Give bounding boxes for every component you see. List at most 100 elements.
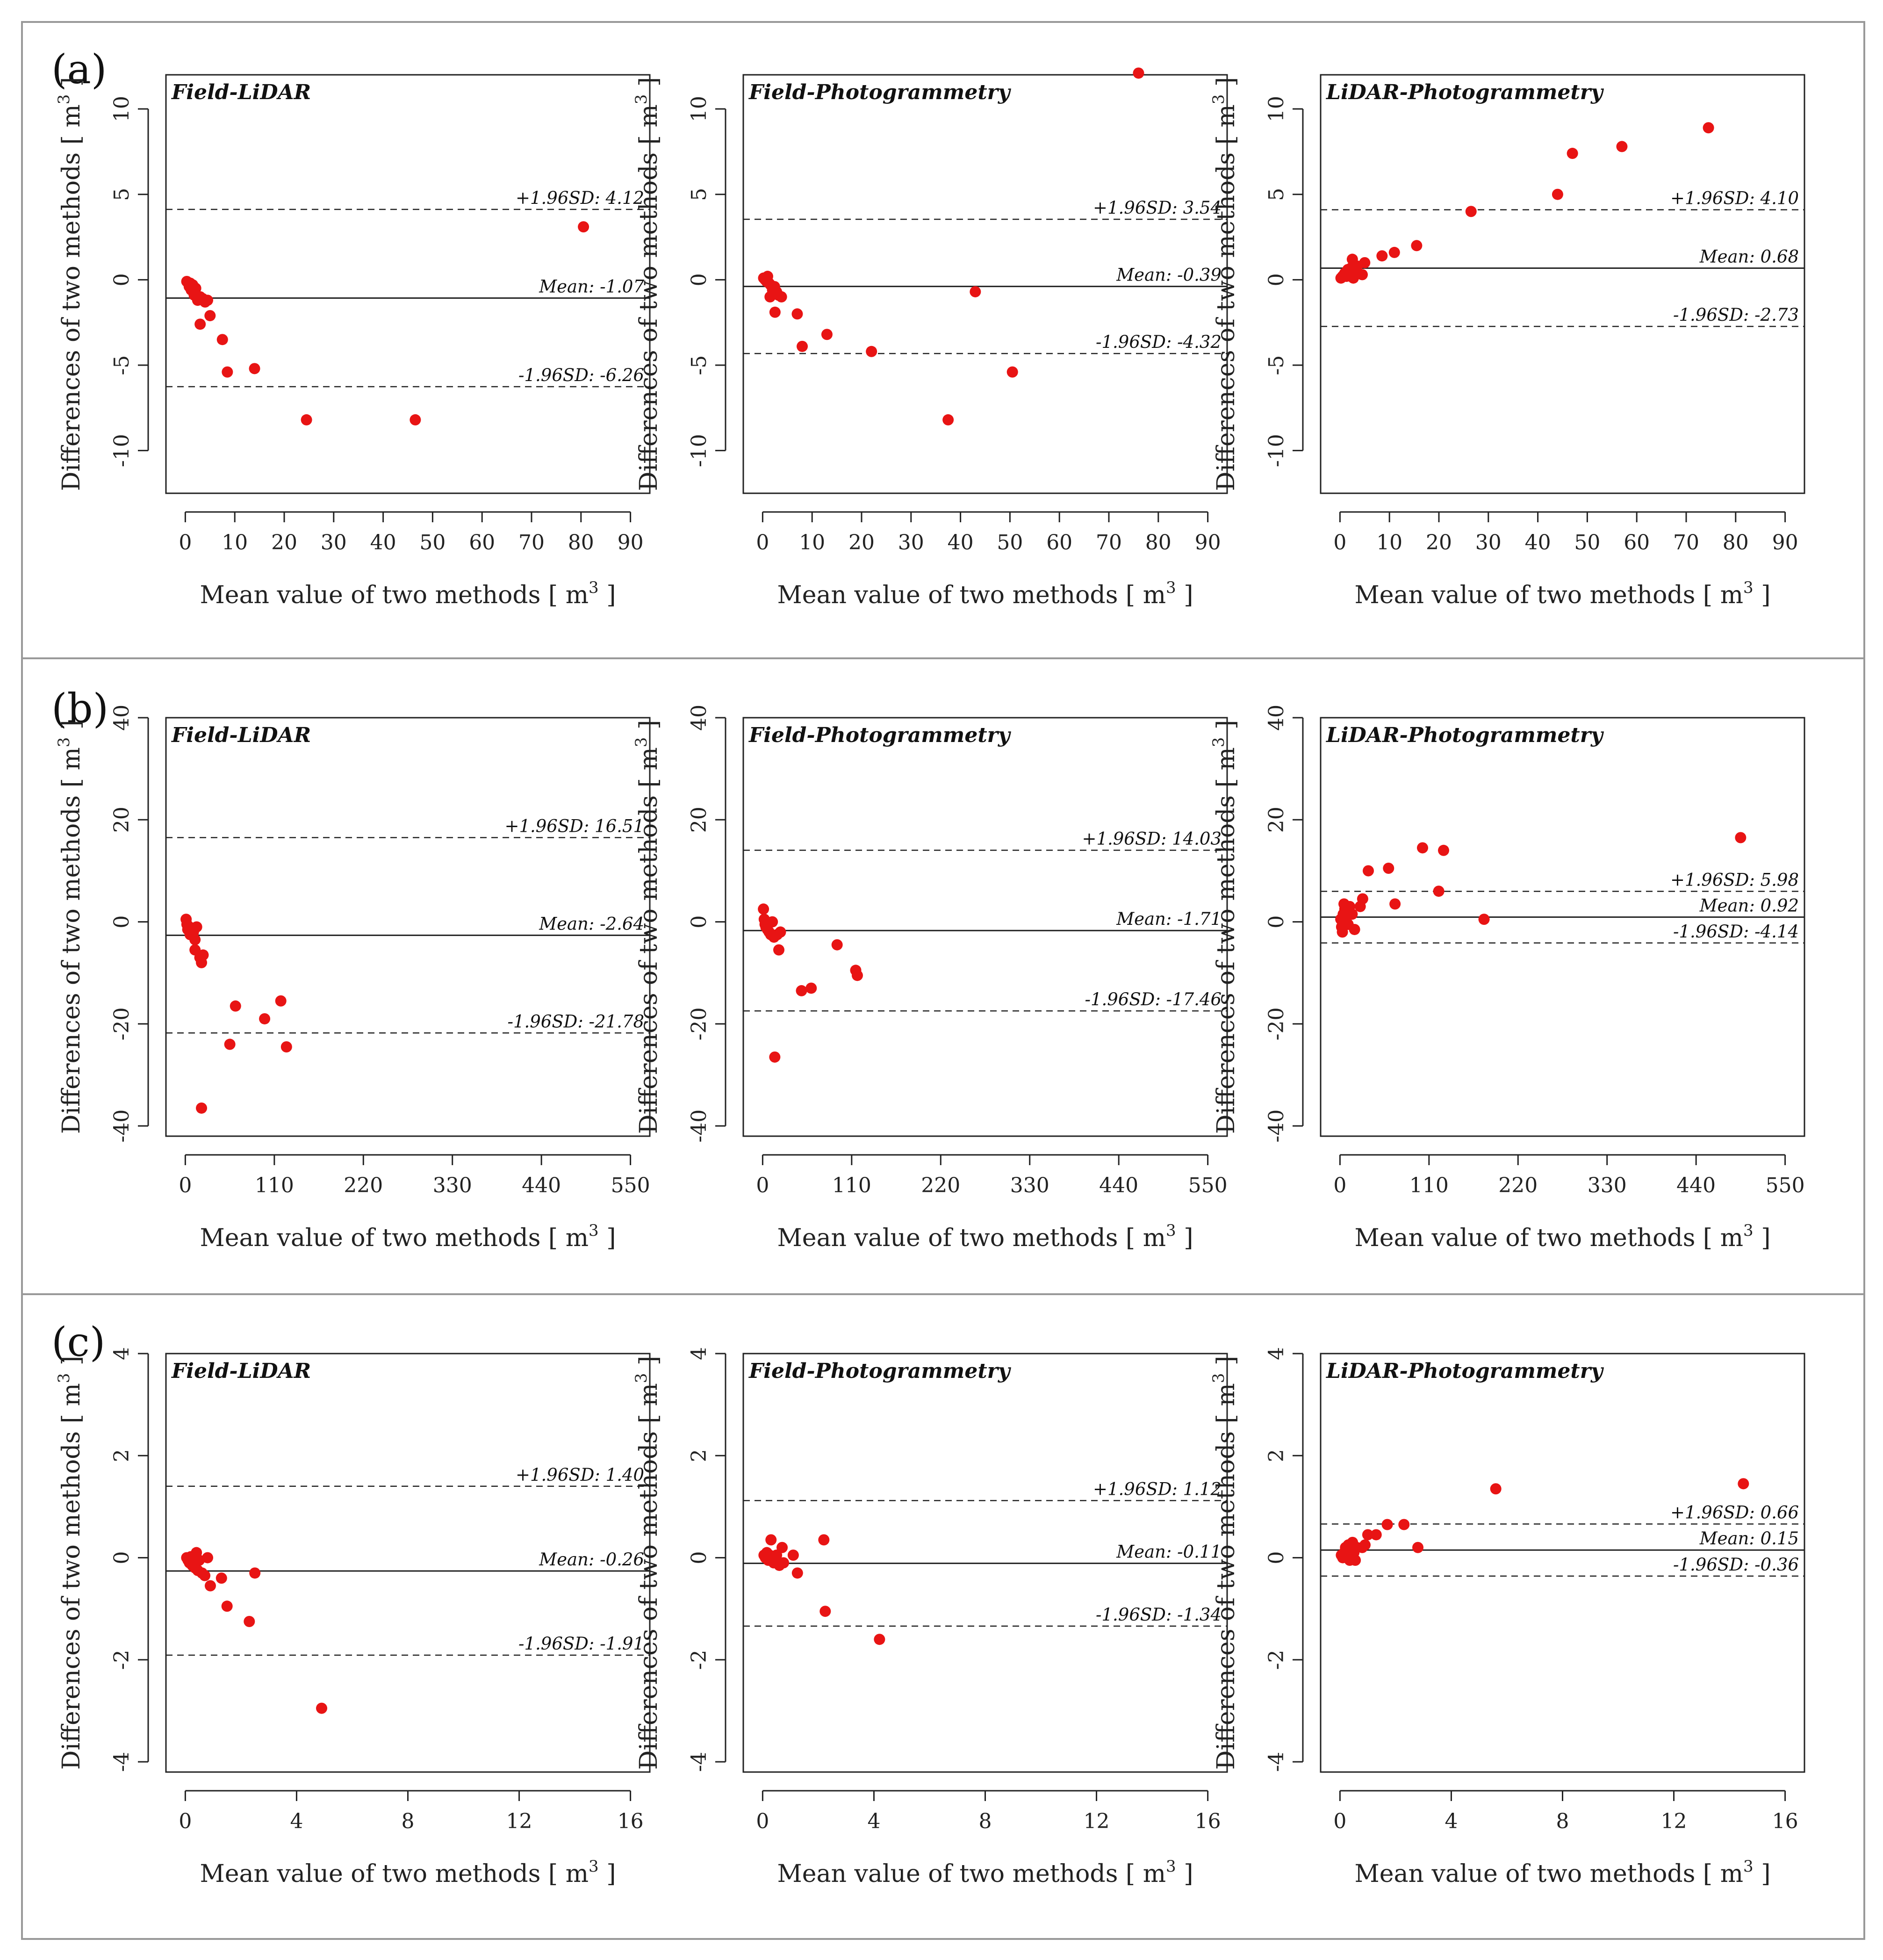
chart-b-2-y-tick-label-3: 20 bbox=[687, 807, 711, 833]
chart-a-1-point-14 bbox=[194, 318, 206, 330]
chart-a-3-mean-label: Mean: 0.68 bbox=[1699, 247, 1799, 267]
chart-a-2-y-tick-label-0: -10 bbox=[687, 434, 711, 467]
chart-c-1-point-11 bbox=[199, 1570, 211, 1581]
chart-c-2-y-tick-label-2: 0 bbox=[687, 1551, 711, 1564]
chart-c-1-point-14 bbox=[216, 1572, 227, 1584]
chart-a-1-title: Field-LiDAR bbox=[171, 80, 311, 104]
chart-a-1-y-tick-label-2: 0 bbox=[110, 273, 134, 286]
chart-a-1-point-17 bbox=[249, 363, 260, 375]
chart-a-1-point-19 bbox=[410, 414, 421, 425]
chart-a-1-point-18 bbox=[301, 414, 312, 425]
chart-b-1-point-16 bbox=[275, 995, 287, 1007]
chart-b-1-lower-label: -1.96SD: -21.78 bbox=[507, 1011, 644, 1031]
chart-c-2-y-tick-label-1: -2 bbox=[687, 1650, 711, 1670]
chart-c-3-y-tick-label-2: 0 bbox=[1265, 1551, 1288, 1564]
chart-b-3-point-14 bbox=[1383, 862, 1394, 874]
chart-c-1-y-tick-label-2: 0 bbox=[110, 1551, 134, 1564]
chart-c-2-mean-label: Mean: -0.11 bbox=[1116, 1542, 1222, 1562]
chart-a-1-x-tick-label-7: 70 bbox=[518, 531, 545, 555]
chart-b-2-y-tick-label-1: -20 bbox=[687, 1007, 711, 1040]
chart-b-3-x-tick-label-3: 330 bbox=[1588, 1174, 1627, 1197]
chart-b-3-x-tick-label-4: 440 bbox=[1676, 1174, 1716, 1197]
chart-a-1-x-tick-label-9: 90 bbox=[618, 531, 644, 555]
chart-b-2-x-tick-label-1: 110 bbox=[832, 1174, 871, 1197]
chart-a-1-upper-label: +1.96SD: 4.12 bbox=[516, 188, 644, 208]
chart-c-2-x-label: Mean value of two methods [ m3 ] bbox=[777, 1857, 1193, 1888]
chart-c-3-y-tick-label-0: -4 bbox=[1265, 1752, 1288, 1772]
chart-b-3-y-tick-label-2: 0 bbox=[1265, 915, 1288, 929]
figure-frame bbox=[21, 21, 1865, 1940]
chart-c-2-y-tick-label-3: 2 bbox=[687, 1449, 711, 1462]
chart-b-1-point-15 bbox=[259, 1013, 271, 1024]
chart-b-2-point-7 bbox=[767, 916, 778, 928]
chart-b-3-x-tick-label-1: 110 bbox=[1409, 1174, 1449, 1197]
chart-b-1-x-tick-label-0: 0 bbox=[179, 1174, 192, 1197]
row-label-c: (c) bbox=[51, 1319, 105, 1366]
chart-b-1-x-tick-label-1: 110 bbox=[255, 1174, 294, 1197]
chart-b-1-y-tick-label-3: 20 bbox=[110, 807, 134, 833]
chart-b-1-x-tick-label-4: 440 bbox=[522, 1174, 561, 1197]
chart-b-3-point-12 bbox=[1357, 893, 1368, 905]
chart-b-1-y-tick-label-4: 40 bbox=[110, 705, 134, 731]
chart-c-1-y-tick-label-0: -4 bbox=[110, 1752, 134, 1772]
chart-b-1-point-13 bbox=[224, 1038, 236, 1050]
chart-a-1-point-15 bbox=[216, 334, 228, 346]
chart-c-2-x-tick-label-4: 16 bbox=[1195, 1809, 1221, 1833]
chart-c-2-title: Field-Photogrammetry bbox=[748, 1359, 1012, 1383]
chart-c-1-y-label: Differences of two methods [ m3 ] bbox=[55, 1356, 86, 1770]
chart-a-3-x-tick-label-6: 60 bbox=[1624, 531, 1650, 555]
chart-a-3-point-17 bbox=[1465, 206, 1477, 217]
chart-a-3-y-tick-label-2: 0 bbox=[1265, 273, 1288, 286]
chart-c-2-point-5 bbox=[765, 1534, 777, 1546]
chart-a-2-point-19 bbox=[1006, 366, 1018, 378]
chart-a-2-x-label: Mean value of two methods [ m3 ] bbox=[777, 578, 1193, 609]
chart-c-3-mean-label: Mean: 0.15 bbox=[1699, 1528, 1799, 1549]
chart-c-3-x-tick-label-1: 4 bbox=[1445, 1809, 1458, 1833]
chart-a-3-point-19 bbox=[1567, 148, 1578, 159]
chart-c-1-point-18 bbox=[316, 1702, 328, 1714]
chart-b-1-title: Field-LiDAR bbox=[171, 723, 311, 747]
chart-c-3-point-20 bbox=[1738, 1478, 1749, 1490]
chart-c-3-y-tick-label-4: 4 bbox=[1265, 1347, 1288, 1360]
row-label-b: (b) bbox=[51, 685, 108, 732]
chart-a-1-x-tick-label-5: 50 bbox=[419, 531, 446, 555]
chart-a-3-point-20 bbox=[1616, 141, 1628, 152]
chart-a-2-y-tick-label-2: 0 bbox=[687, 273, 711, 286]
chart-c-3-y-tick-label-1: -2 bbox=[1265, 1650, 1288, 1670]
chart-c-3-x-label: Mean value of two methods [ m3 ] bbox=[1354, 1857, 1770, 1888]
chart-a-1-x-tick-label-0: 0 bbox=[179, 531, 192, 555]
chart-a-3-x-tick-label-9: 90 bbox=[1772, 531, 1798, 555]
chart-b-3-y-tick-label-0: -40 bbox=[1265, 1110, 1288, 1143]
chart-a-2-point-16 bbox=[866, 346, 877, 357]
chart-b-1-y-tick-label-1: -20 bbox=[110, 1007, 134, 1040]
chart-c-2-point-13 bbox=[791, 1567, 803, 1579]
chart-c-2-y-tick-label-0: -4 bbox=[687, 1752, 711, 1772]
chart-c-1-point-12 bbox=[202, 1552, 214, 1564]
chart-c-3-point-13 bbox=[1359, 1539, 1371, 1551]
chart-a-3-x-tick-label-2: 20 bbox=[1426, 531, 1452, 555]
chart-a-3-x-tick-label-7: 70 bbox=[1673, 531, 1699, 555]
chart-b-1-x-tick-label-2: 220 bbox=[344, 1174, 383, 1197]
chart-a-1-mean-label: Mean: -1.07 bbox=[539, 276, 644, 296]
chart-b-1-y-label: Differences of two methods [ m3 ] bbox=[55, 720, 86, 1134]
chart-b-3-point-19 bbox=[1478, 914, 1490, 925]
chart-b-3-x-tick-label-5: 550 bbox=[1766, 1174, 1805, 1197]
chart-a-3-x-tick-label-1: 10 bbox=[1376, 531, 1402, 555]
chart-b-2-point-0 bbox=[758, 903, 769, 915]
chart-c-2-point-15 bbox=[819, 1606, 831, 1617]
chart-b-3-point-20 bbox=[1735, 832, 1746, 843]
chart-a-3-y-tick-label-1: -5 bbox=[1265, 355, 1288, 375]
chart-a-1-point-12 bbox=[202, 295, 214, 306]
chart-a-2-point-11 bbox=[764, 291, 776, 303]
chart-b-2-x-tick-label-2: 220 bbox=[921, 1174, 960, 1197]
chart-a-3-lower-label: -1.96SD: -2.73 bbox=[1673, 305, 1799, 325]
chart-c-1-plot-frame bbox=[165, 1353, 651, 1773]
chart-b-2-upper-label: +1.96SD: 14.03 bbox=[1082, 829, 1222, 849]
chart-c-2-point-12 bbox=[787, 1549, 799, 1561]
chart-c-1-point-13 bbox=[204, 1580, 216, 1592]
chart-c-2-point-14 bbox=[818, 1534, 830, 1546]
chart-a-2-point-15 bbox=[821, 329, 833, 340]
